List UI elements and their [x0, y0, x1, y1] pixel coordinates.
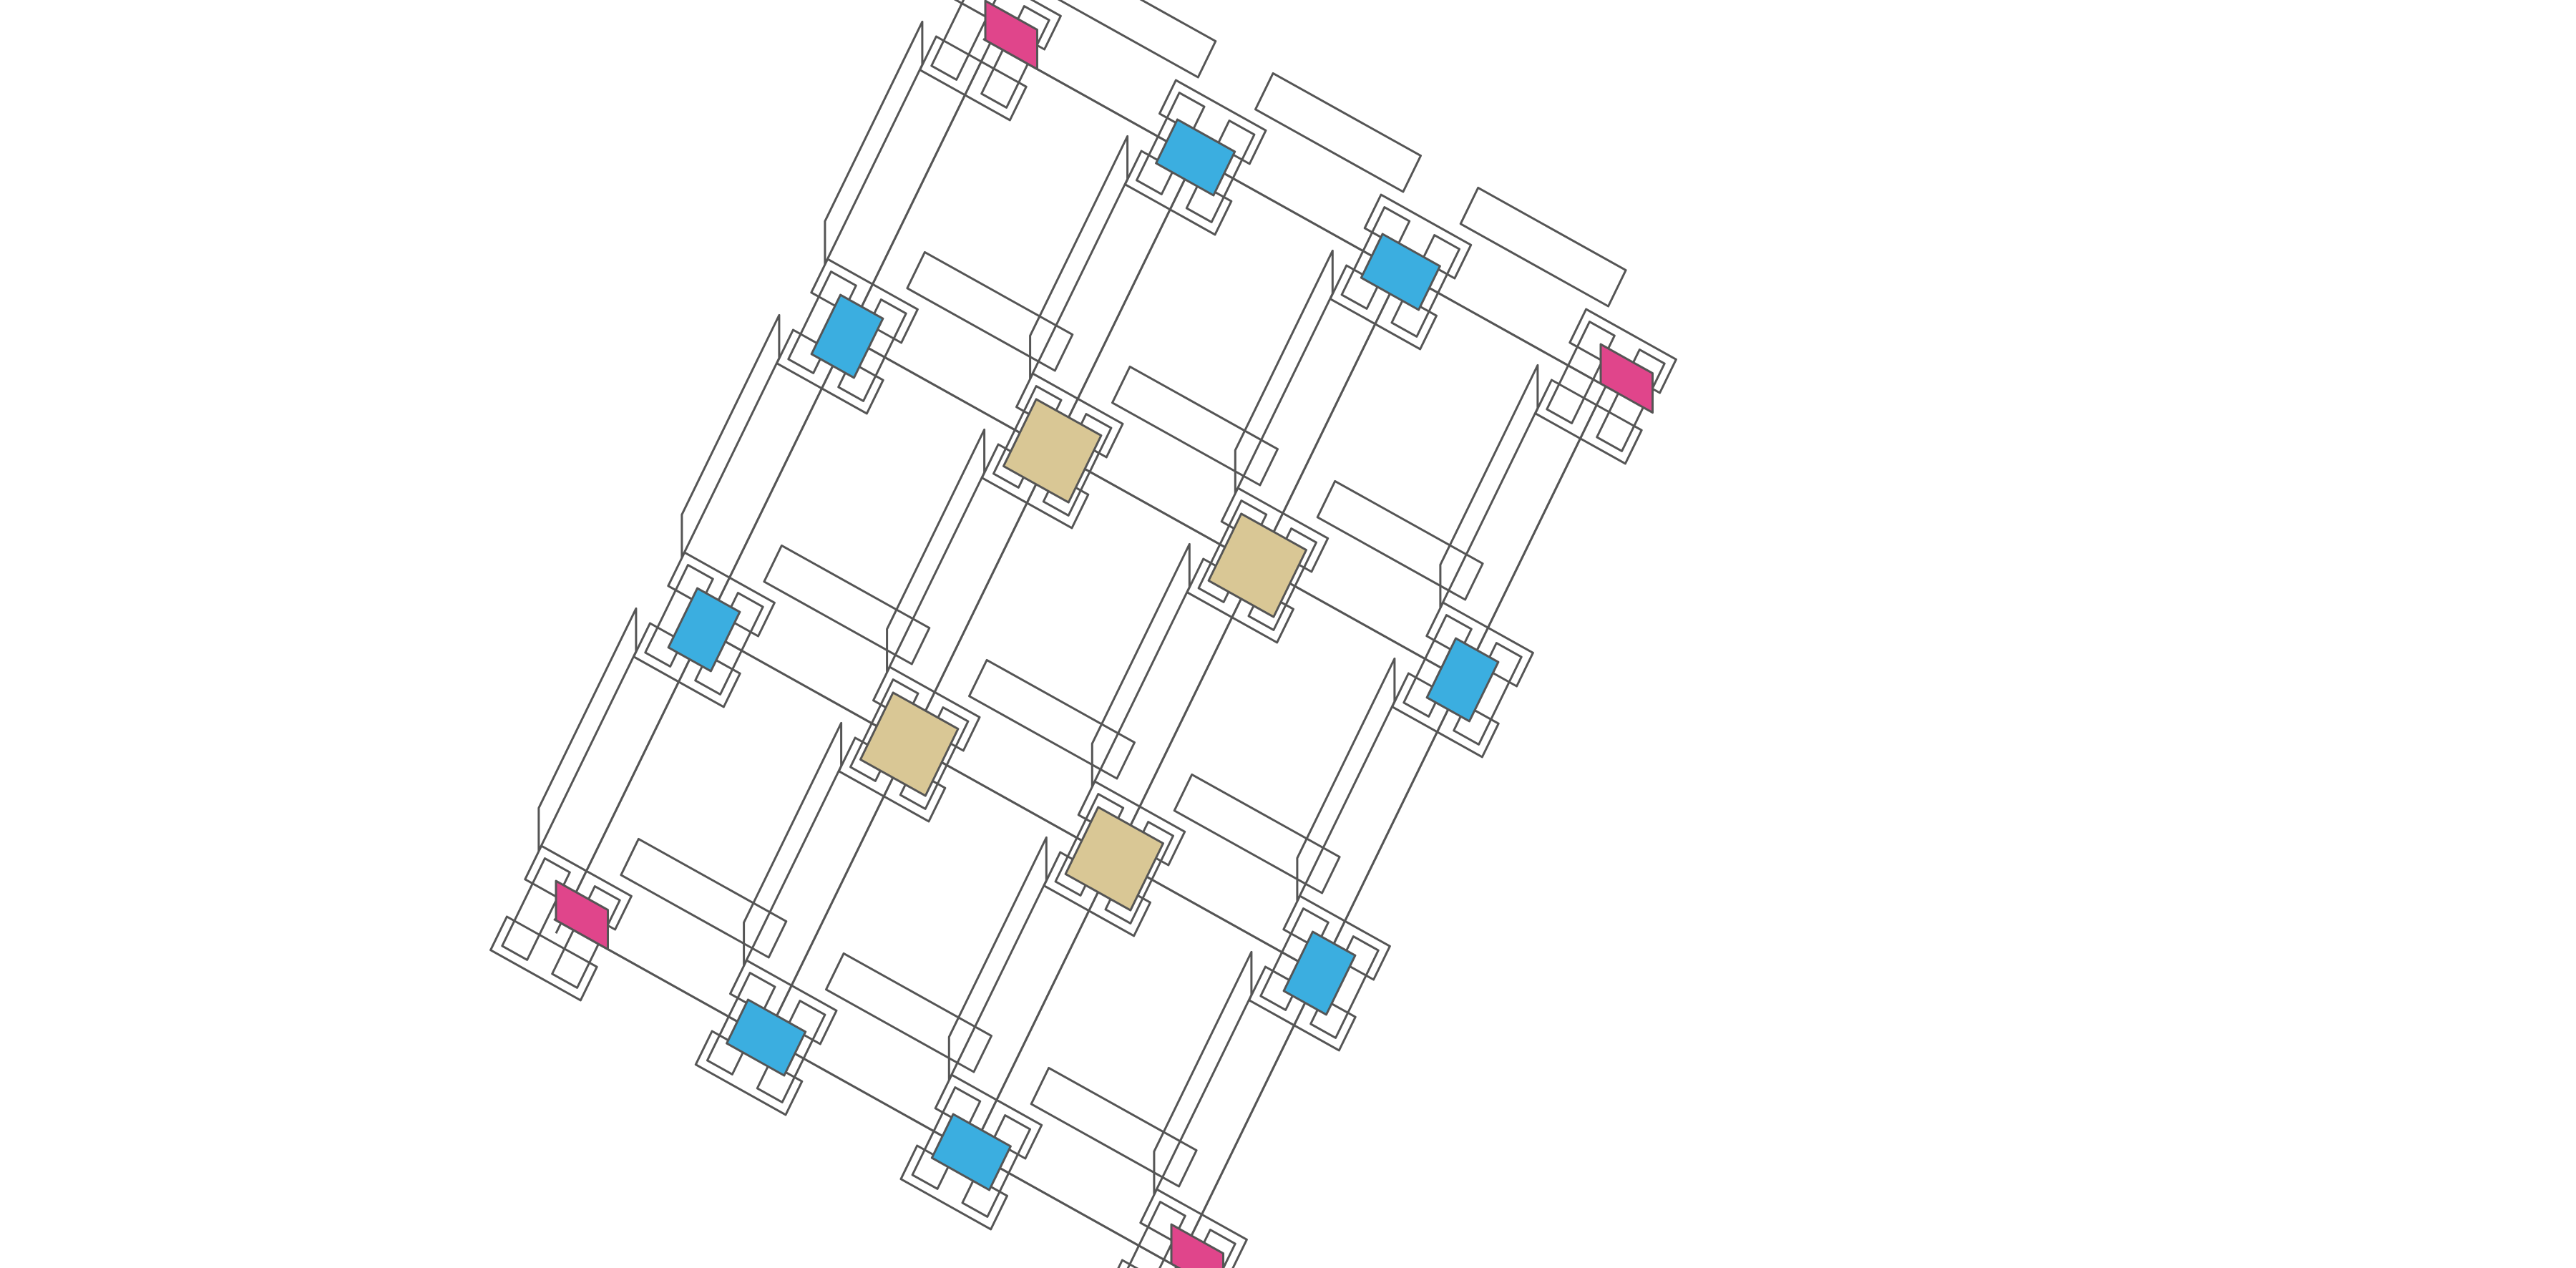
connector-plate — [1248, 965, 1357, 1052]
fin-panel — [947, 836, 1048, 1081]
connector-plate — [849, 678, 919, 782]
fin-panel — [537, 607, 638, 852]
rail-line-v — [711, 633, 1327, 978]
corner-piece — [555, 879, 609, 951]
connector-plate — [776, 328, 884, 415]
connector-plate — [1186, 557, 1294, 644]
rail-line-v — [567, 926, 1181, 1268]
slab-panel — [1057, 0, 1217, 79]
fin-panel — [824, 20, 924, 265]
connector-plate — [694, 1030, 804, 1116]
rail-line-u — [1180, 375, 1612, 1257]
slab-panel — [1111, 365, 1279, 487]
slab-panel — [825, 952, 992, 1073]
connector-plate — [1340, 206, 1411, 310]
fin-panel — [1234, 249, 1334, 494]
corner-piece — [1170, 1223, 1224, 1268]
connector-plate — [1197, 499, 1268, 603]
edge-piece — [1155, 118, 1236, 197]
fin-panel — [743, 721, 843, 967]
connector-plate — [787, 270, 857, 374]
connector-plate — [980, 443, 1090, 530]
connector-plate — [1136, 92, 1206, 195]
edge-piece — [1282, 930, 1357, 1016]
connector-plate — [899, 1144, 1008, 1231]
slab-panel — [1254, 72, 1422, 193]
connector-plate — [1402, 614, 1473, 718]
rail-line-u — [565, 31, 997, 914]
fin-panel — [886, 428, 986, 673]
connector-plate — [1054, 793, 1125, 897]
colored-pieces-layer — [555, 0, 1654, 1268]
connector-plate — [1534, 379, 1643, 465]
connector-plate — [1546, 321, 1616, 424]
slab-panel — [763, 544, 931, 665]
connector-plate — [501, 857, 571, 961]
slab-panel — [906, 250, 1074, 372]
center-piece — [1207, 512, 1307, 618]
edge-piece — [930, 1113, 1012, 1191]
connector-plate — [919, 35, 1028, 122]
corner-piece — [1599, 343, 1654, 414]
rails-layer — [553, 31, 1614, 1268]
slab-panel — [1316, 479, 1484, 601]
connector-plate — [837, 736, 947, 823]
center-piece — [1002, 398, 1103, 504]
connector-plate — [633, 622, 741, 708]
corner-piece — [984, 0, 1038, 71]
rail-line-v — [997, 46, 1614, 391]
connector-plate — [1329, 264, 1438, 351]
slab-panel — [1173, 773, 1341, 894]
connector-plate — [1259, 907, 1330, 1011]
connector-plate — [1043, 851, 1151, 937]
rail-line-v — [854, 339, 1470, 685]
slab-panel — [620, 837, 788, 959]
center-piece — [859, 691, 960, 797]
connector-plate — [489, 915, 598, 1002]
rail-line-u — [975, 260, 1407, 1143]
fin-panel — [1091, 542, 1191, 788]
fin-panel — [1439, 364, 1539, 609]
edge-piece — [810, 293, 884, 379]
fin-panel — [1153, 950, 1253, 1196]
connector-plate — [911, 1086, 982, 1190]
connector-plate — [1123, 150, 1233, 236]
fin-panel — [1296, 657, 1396, 902]
slab-panel — [1459, 186, 1627, 308]
rail-line-u — [770, 146, 1202, 1028]
connector-plate — [930, 0, 997, 81]
connector-plate — [992, 385, 1063, 489]
connector-plate — [706, 972, 776, 1076]
slab-panel — [1030, 1066, 1198, 1188]
slab-panel — [968, 658, 1136, 780]
edge-piece — [1360, 233, 1441, 311]
center-piece — [1064, 806, 1164, 912]
edge-piece — [1425, 637, 1500, 723]
edge-piece — [667, 587, 741, 673]
fin-panel — [680, 313, 781, 559]
connector-plate — [644, 564, 714, 668]
fin-panel — [1029, 135, 1129, 380]
panels-layer — [489, 0, 1677, 1268]
edge-piece — [726, 998, 807, 1077]
connector-plate — [1391, 672, 1500, 759]
connector-plate — [1126, 1201, 1186, 1268]
